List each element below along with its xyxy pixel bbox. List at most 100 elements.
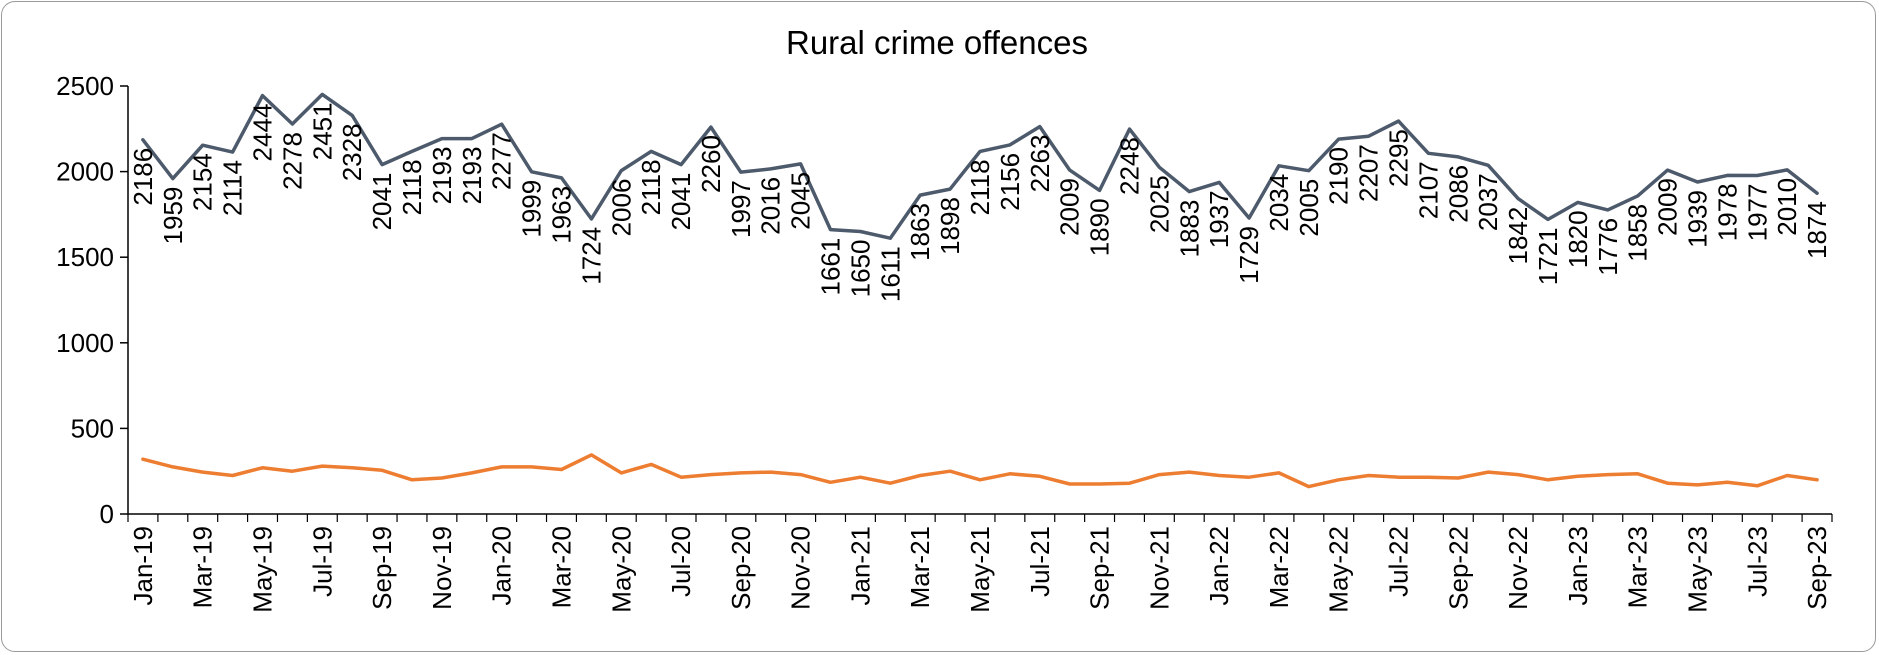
data-label: 1661 [816, 238, 846, 296]
data-label: 1863 [905, 203, 935, 261]
data-label: 2186 [128, 148, 158, 206]
x-tick-label: Mar-19 [188, 526, 218, 608]
x-tick-label: Jan-22 [1204, 526, 1234, 606]
x-tick-label: May-20 [606, 526, 636, 613]
y-tick-label: 1500 [56, 242, 114, 272]
data-label: 1650 [845, 240, 875, 298]
y-tick-label: 500 [71, 413, 114, 443]
data-label: 2009 [1055, 178, 1085, 236]
data-label: 2034 [1264, 174, 1294, 232]
data-label: 1874 [1802, 201, 1832, 259]
data-label: 2118 [397, 159, 427, 215]
x-tick-label: Jan-21 [845, 526, 875, 606]
data-label: 2451 [307, 102, 337, 160]
x-tick-label: Sep-21 [1085, 526, 1115, 610]
x-tick-label: Mar-22 [1264, 526, 1294, 608]
data-label: 1977 [1742, 184, 1772, 242]
data-label: 2009 [1653, 178, 1683, 236]
data-label: 2010 [1772, 178, 1802, 236]
data-label: 1963 [546, 186, 576, 244]
data-label: 2107 [1413, 161, 1443, 219]
data-label: 1959 [158, 187, 188, 245]
x-tick-label: Nov-19 [427, 526, 457, 610]
data-label: 1939 [1682, 190, 1712, 248]
data-label: 1721 [1533, 227, 1563, 285]
data-label: 1858 [1623, 204, 1653, 262]
data-label: 2154 [188, 153, 218, 211]
x-tick-label: May-19 [248, 526, 278, 613]
data-label: 2005 [1294, 179, 1324, 237]
x-tick-label: Sep-19 [367, 526, 397, 610]
x-axis: Jan-19 Mar-19 May-19 Jul-19 Sep-19 Nov-19 Jan-… [127, 513, 1833, 613]
y-tick-label: 1000 [56, 328, 114, 358]
data-label: 1890 [1085, 198, 1115, 256]
data-label: 1883 [1174, 200, 1204, 258]
data-label: 2041 [367, 173, 397, 231]
data-label: 1729 [1234, 226, 1264, 284]
x-tick-label: Sep-22 [1443, 526, 1473, 610]
x-tick-label: Jul-21 [1025, 526, 1055, 597]
data-label: 2118 [636, 159, 666, 215]
x-tick-label: Mar-21 [905, 526, 935, 608]
x-tick-label: Jan-23 [1563, 526, 1593, 606]
x-tick-label: May-22 [1324, 526, 1354, 613]
data-label: 2260 [696, 135, 726, 193]
data-label: 2263 [1025, 135, 1055, 193]
data-label: 2248 [1114, 137, 1144, 195]
y-tick-label: 2000 [56, 157, 114, 187]
data-label: 1842 [1503, 207, 1533, 265]
data-label: 2444 [248, 104, 278, 162]
x-tick-label: Sep-20 [726, 526, 756, 610]
data-label: 2277 [487, 132, 517, 190]
x-tick-label: Sep-23 [1802, 526, 1832, 610]
data-label: 2278 [277, 132, 307, 190]
chart-title: Rural crime offences [786, 24, 1088, 61]
x-tick-label: Jul-22 [1384, 526, 1414, 597]
y-tick-label: 0 [100, 499, 114, 529]
x-tick-label: Jan-19 [128, 526, 158, 606]
data-label: 1820 [1563, 210, 1593, 268]
data-label: 2190 [1324, 147, 1354, 205]
y-axis: 0 500 1000 1500 2000 2500 [56, 71, 129, 529]
data-label: 2156 [995, 153, 1025, 211]
data-label: 1997 [726, 180, 756, 238]
series-line-2 [141, 453, 1819, 489]
x-tick-label: Nov-20 [786, 526, 816, 610]
data-label: 1776 [1593, 218, 1623, 276]
x-tick-label: Jan-20 [487, 526, 517, 606]
data-label: 2328 [337, 123, 367, 181]
x-tick-label: Jul-19 [307, 526, 337, 597]
x-tick-label: Nov-22 [1503, 526, 1533, 610]
data-label: 2114 [218, 160, 248, 216]
data-label: 2037 [1473, 173, 1503, 231]
x-tick-label: Jul-23 [1742, 526, 1772, 597]
x-tick-label: Nov-21 [1144, 526, 1174, 610]
data-label: 2207 [1354, 144, 1384, 202]
data-label: 2295 [1384, 129, 1414, 187]
x-tick-label: May-21 [965, 526, 995, 613]
data-label: 1724 [576, 227, 606, 285]
x-tick-label: Jul-20 [666, 526, 696, 597]
x-tick-label: Mar-23 [1623, 526, 1653, 608]
y-tick-label: 2500 [56, 71, 114, 101]
data-label: 2045 [786, 172, 816, 230]
data-label: 2193 [427, 147, 457, 205]
data-label: 1898 [935, 197, 965, 255]
data-label: 2086 [1443, 165, 1473, 223]
data-label: 2193 [457, 147, 487, 205]
data-label: 2025 [1144, 175, 1174, 233]
data-label: 2006 [606, 179, 636, 237]
series-layer [141, 92, 1819, 489]
data-label: 2041 [666, 173, 696, 231]
x-tick-label: May-23 [1682, 526, 1712, 613]
data-label: 1999 [517, 180, 547, 238]
data-label: 2118 [965, 159, 995, 215]
x-tick-label: Mar-20 [546, 526, 576, 608]
data-label: 1978 [1712, 183, 1742, 241]
data-label: 1611 [875, 246, 905, 302]
data-label: 1937 [1204, 190, 1234, 248]
data-label: 2016 [756, 177, 786, 235]
